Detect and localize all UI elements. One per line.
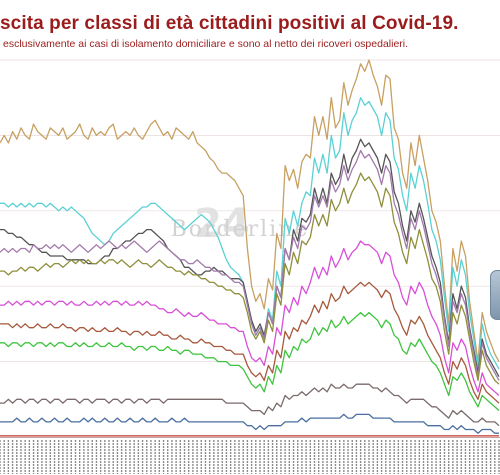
series-line-9 xyxy=(0,383,500,427)
series-line-10 xyxy=(0,413,499,434)
series-line-3 xyxy=(0,138,500,378)
chart-title: scita per classi di età cittadini positi… xyxy=(0,13,459,34)
watermark-badge: 24 xyxy=(194,201,250,247)
series-line-8 xyxy=(0,311,500,412)
series-line-6 xyxy=(0,240,500,396)
series-line-5 xyxy=(0,172,500,385)
series-line-1 xyxy=(0,59,500,363)
chart-subtitle: esclusivamente ai casi di isolamento dom… xyxy=(3,38,409,50)
series-line-7 xyxy=(0,281,500,404)
x-axis xyxy=(0,437,500,474)
line-chart: 24 Borderline xyxy=(0,59,500,474)
series-layer xyxy=(0,59,500,437)
series-line-4 xyxy=(0,149,500,381)
side-widget[interactable] xyxy=(490,270,500,320)
